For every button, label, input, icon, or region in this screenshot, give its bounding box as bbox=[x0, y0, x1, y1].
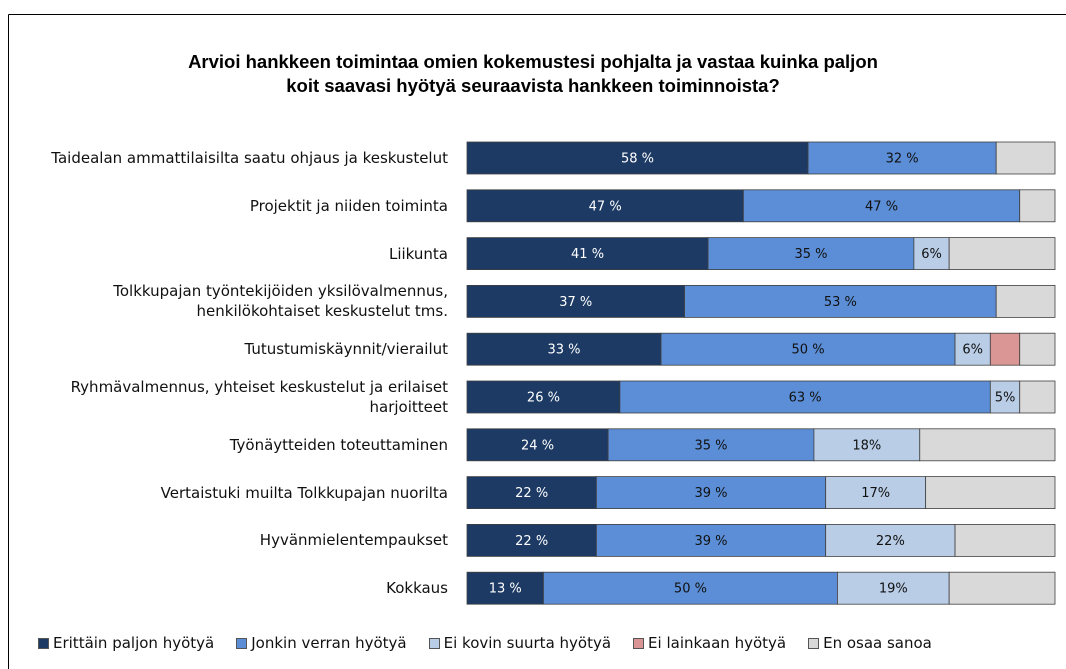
value-label: 37 % bbox=[559, 295, 592, 310]
category-label: Kokkaus bbox=[386, 579, 448, 598]
legend-item: Jonkin verran hyötyä bbox=[236, 634, 407, 652]
bar-segment bbox=[1019, 332, 1056, 366]
value-label: 50 % bbox=[674, 582, 707, 597]
category-label: Vertaistuki muilta Tolkkupajan nuorilta bbox=[160, 483, 448, 502]
value-label: 63 % bbox=[789, 391, 822, 406]
bar-segment bbox=[989, 332, 1021, 366]
bar-segment bbox=[825, 524, 956, 557]
value-label: 39 % bbox=[695, 486, 728, 501]
bar-segment bbox=[466, 571, 544, 605]
value-label: 6% bbox=[962, 343, 983, 358]
value-label: 13 % bbox=[489, 582, 522, 597]
value-label: 17% bbox=[861, 486, 890, 501]
bar-segment bbox=[466, 380, 621, 414]
legend-swatch bbox=[38, 637, 49, 649]
bar-segment bbox=[595, 524, 827, 557]
bar-segment bbox=[543, 571, 838, 605]
category-label: Tolkkupajan työntekijöiden yksilövalmenn… bbox=[113, 282, 448, 321]
value-label: 24 % bbox=[521, 438, 554, 453]
bar-segment bbox=[913, 237, 950, 271]
bar-segment bbox=[607, 428, 815, 462]
legend-item: Ei kovin suurta hyötyä bbox=[428, 634, 612, 652]
bar-segment bbox=[948, 237, 1056, 271]
value-label: 41 % bbox=[571, 247, 604, 262]
bar-segment bbox=[825, 476, 927, 510]
bar-segment bbox=[466, 476, 597, 510]
legend-label: Jonkin verran hyötyä bbox=[251, 634, 407, 652]
value-label: 18% bbox=[852, 438, 881, 453]
bar-segment bbox=[989, 380, 1021, 414]
bar-segment bbox=[707, 237, 915, 271]
bar-segment bbox=[660, 332, 956, 366]
legend-item: En osaa sanoa bbox=[808, 634, 932, 652]
legend-label: Erittäin paljon hyötyä bbox=[53, 634, 215, 652]
bar-segment bbox=[595, 476, 827, 510]
legend-label: Ei lainkaan hyötyä bbox=[648, 634, 787, 652]
bar-segment bbox=[1019, 380, 1056, 414]
value-label: 22 % bbox=[515, 486, 548, 501]
legend-swatch bbox=[428, 637, 440, 649]
bar-segment bbox=[919, 428, 1056, 462]
bar-segment bbox=[954, 524, 1056, 557]
chart-title: Arvioi hankkeen toimintaa omien kokemust… bbox=[0, 50, 1066, 98]
legend-label: Ei kovin suurta hyötyä bbox=[443, 634, 612, 652]
bar-segment bbox=[995, 141, 1056, 175]
bar-segment bbox=[466, 524, 597, 557]
legend: Erittäin paljon hyötyä Jonkin verran hyöt… bbox=[38, 634, 954, 652]
value-label: 35 % bbox=[794, 247, 827, 262]
category-label: Taidealan ammattilaisilta saatu ohjaus j… bbox=[51, 149, 448, 167]
category-label: Projektit ja niiden toiminta bbox=[249, 196, 448, 215]
value-label: 19% bbox=[879, 582, 908, 597]
value-label: 47 % bbox=[589, 199, 622, 214]
category-label: Hyvänmielentempaukset bbox=[259, 531, 448, 550]
value-label: 5% bbox=[995, 391, 1016, 406]
bar-segment bbox=[925, 476, 1056, 510]
value-label: 50 % bbox=[792, 343, 825, 358]
legend-item: Ei lainkaan hyötyä bbox=[633, 634, 786, 652]
legend-label: En osaa sanoa bbox=[823, 634, 932, 652]
bar-segment bbox=[742, 189, 1021, 223]
legend-swatch bbox=[236, 637, 248, 649]
value-label: 22 % bbox=[515, 534, 548, 549]
value-label: 47 % bbox=[865, 199, 898, 214]
bar-segment bbox=[1019, 189, 1056, 223]
bar-segment bbox=[995, 284, 1056, 318]
title-line: koit saavasi hyötyä seuraavista hankkeen… bbox=[286, 75, 780, 96]
bar-segment bbox=[466, 237, 709, 271]
bar-segment bbox=[807, 141, 997, 175]
category-label: Työnäytteiden toteuttaminen bbox=[229, 435, 448, 454]
bar-segment bbox=[466, 428, 609, 462]
value-label: 39 % bbox=[695, 534, 728, 549]
value-label: 58 % bbox=[621, 152, 654, 167]
legend-swatch bbox=[633, 637, 645, 649]
value-label: 35 % bbox=[695, 438, 728, 453]
value-label: 33 % bbox=[548, 343, 581, 358]
value-label: 32 % bbox=[886, 152, 919, 167]
category-label: Tutustumiskäynnit/vierailut bbox=[244, 340, 448, 359]
bar-segment bbox=[948, 571, 1056, 605]
value-label: 6% bbox=[921, 247, 942, 262]
bar-segment bbox=[684, 284, 997, 318]
legend-item: Erittäin paljon hyötyä bbox=[38, 634, 214, 652]
value-label: 22% bbox=[876, 534, 905, 549]
bar-segment bbox=[466, 284, 685, 318]
category-label: Liikunta bbox=[388, 244, 448, 263]
category-label: Ryhmävalmennus, yhteiset keskustelut ja … bbox=[70, 378, 448, 416]
value-label: 26 % bbox=[527, 391, 560, 406]
title-line: Arvioi hankkeen toimintaa omien kokemust… bbox=[188, 51, 878, 72]
legend-swatch bbox=[808, 637, 820, 649]
bar-segment bbox=[466, 141, 809, 175]
value-label: 53 % bbox=[824, 295, 857, 310]
